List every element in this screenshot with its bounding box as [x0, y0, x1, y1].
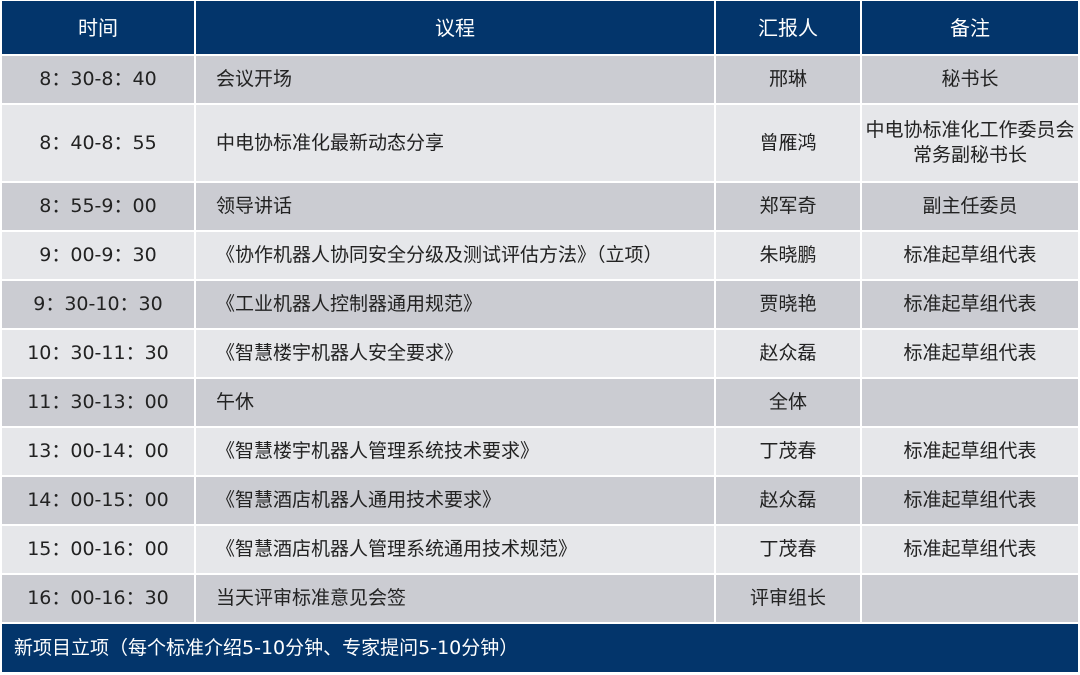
notes-cell — [862, 379, 1078, 426]
notes-cell: 秘书长 — [862, 56, 1078, 103]
agenda-cell: 《智慧楼宇机器人管理系统技术要求》 — [196, 428, 714, 475]
time-cell: 8：40-8：55 — [2, 105, 194, 181]
agenda-cell: 中电协标准化最新动态分享 — [196, 105, 714, 181]
time-cell: 8：55-9：00 — [2, 183, 194, 230]
agenda-cell: 《智慧酒店机器人通用技术要求》 — [196, 477, 714, 524]
presenter-cell: 贾晓艳 — [716, 281, 860, 328]
presenter-cell: 评审组长 — [716, 575, 860, 622]
notes-cell — [862, 575, 1078, 622]
presenter-cell: 郑军奇 — [716, 183, 860, 230]
header-agenda: 议程 — [196, 1, 714, 54]
time-cell: 16：00-16：30 — [2, 575, 194, 622]
time-cell: 8：30-8：40 — [2, 56, 194, 103]
agenda-cell: 《智慧楼宇机器人安全要求》 — [196, 330, 714, 377]
agenda-cell: 领导讲话 — [196, 183, 714, 230]
notes-cell: 标准起草组代表 — [862, 281, 1078, 328]
time-cell: 11：30-13：00 — [2, 379, 194, 426]
notes-cell: 中电协标准化工作委员会常务副秘书长 — [862, 105, 1078, 181]
notes-cell: 标准起草组代表 — [862, 232, 1078, 279]
notes-cell: 副主任委员 — [862, 183, 1078, 230]
agenda-cell: 会议开场 — [196, 56, 714, 103]
time-cell: 9：00-9：30 — [2, 232, 194, 279]
header-notes: 备注 — [862, 1, 1078, 54]
notes-cell: 标准起草组代表 — [862, 428, 1078, 475]
presenter-cell: 丁茂春 — [716, 526, 860, 573]
presenter-cell: 邢琳 — [716, 56, 860, 103]
agenda-cell: 当天评审标准意见会签 — [196, 575, 714, 622]
presenter-cell: 赵众磊 — [716, 330, 860, 377]
agenda-cell: 《协作机器人协同安全分级及测试评估方法》（立项） — [196, 232, 714, 279]
time-cell: 13：00-14：00 — [2, 428, 194, 475]
agenda-cell: 《智慧酒店机器人管理系统通用技术规范》 — [196, 526, 714, 573]
header-presenter: 汇报人 — [716, 1, 860, 54]
time-cell: 15：00-16：00 — [2, 526, 194, 573]
presenter-cell: 丁茂春 — [716, 428, 860, 475]
time-cell: 9：30-10：30 — [2, 281, 194, 328]
time-cell: 14：00-15：00 — [2, 477, 194, 524]
presenter-cell: 赵众磊 — [716, 477, 860, 524]
notes-cell: 标准起草组代表 — [862, 477, 1078, 524]
header-time: 时间 — [2, 1, 194, 54]
footer-note: 新项目立项（每个标准介绍5-10分钟、专家提问5-10分钟） — [2, 624, 1078, 672]
agenda-cell: 午休 — [196, 379, 714, 426]
presenter-cell: 曾雁鸿 — [716, 105, 860, 181]
notes-cell: 标准起草组代表 — [862, 526, 1078, 573]
time-cell: 10：30-11：30 — [2, 330, 194, 377]
presenter-cell: 朱晓鹏 — [716, 232, 860, 279]
agenda-cell: 《工业机器人控制器通用规范》 — [196, 281, 714, 328]
presenter-cell: 全体 — [716, 379, 860, 426]
notes-cell: 标准起草组代表 — [862, 330, 1078, 377]
